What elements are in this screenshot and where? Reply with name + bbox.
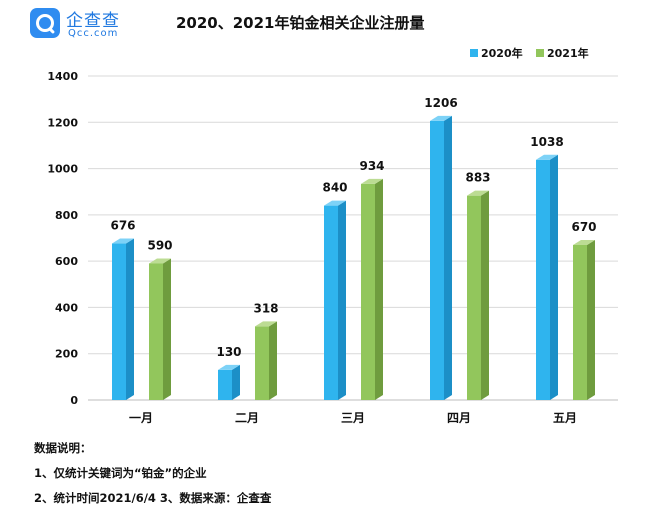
data-label: 1206 — [424, 96, 457, 110]
logo-text-en: Qcc.com — [68, 28, 119, 39]
data-label: 670 — [571, 220, 596, 234]
bar-front — [149, 263, 163, 400]
y-tick-label: 400 — [55, 301, 78, 314]
y-tick-label: 1200 — [47, 116, 78, 129]
qcc-logo: 企查查 Qcc.com — [30, 6, 148, 46]
bar — [149, 258, 171, 400]
data-label: 883 — [465, 171, 490, 185]
legend-item: 2021年 — [536, 46, 589, 60]
bar-side — [232, 364, 240, 400]
legend-swatch — [470, 49, 478, 57]
chart-title: 2020、2021年铂金相关企业注册量 — [176, 14, 425, 32]
bar-top — [149, 258, 171, 264]
legend: 2020年 2021年 — [470, 46, 589, 60]
data-label: 130 — [216, 345, 241, 359]
y-tick-label: 0 — [70, 394, 78, 407]
bar-front — [467, 195, 481, 400]
bars: 676 590 130 318 840 934 1206 883 1038 670 — [110, 96, 597, 400]
x-tick-label: 一月 — [129, 411, 153, 425]
y-tick-label: 800 — [55, 209, 78, 222]
data-label: 318 — [253, 301, 278, 315]
bar-side — [375, 178, 383, 400]
bar — [536, 154, 558, 400]
bar-side — [269, 321, 277, 400]
bar-top — [430, 115, 452, 121]
notes-heading: 数据说明： — [34, 441, 92, 455]
bar-top — [255, 321, 277, 327]
logo-text-cn: 企查查 — [66, 11, 120, 31]
data-label: 676 — [110, 219, 135, 233]
x-tick-label: 五月 — [553, 411, 577, 425]
bar-front — [218, 369, 232, 400]
legend-label: 2020年 — [481, 46, 523, 60]
bar — [573, 239, 595, 400]
bar-front — [430, 120, 444, 400]
bar-side — [550, 154, 558, 400]
bar-chart: 0 200 400 600 800 1000 1200 1400 一月 二月 三月 四月 五月 676… — [47, 46, 618, 425]
bar-front — [361, 183, 375, 400]
bar — [324, 200, 346, 400]
y-tick-label: 1000 — [47, 163, 78, 176]
bar-side — [481, 190, 489, 400]
bar-side — [587, 239, 595, 400]
data-label: 934 — [359, 159, 384, 173]
bar-side — [126, 238, 134, 400]
bar — [467, 190, 489, 400]
bar-top — [536, 154, 558, 160]
bar — [112, 238, 134, 400]
bar-front — [573, 244, 587, 400]
data-label: 590 — [147, 238, 172, 252]
y-axis: 0 200 400 600 800 1000 1200 1400 — [47, 70, 78, 407]
bar-top — [324, 200, 346, 206]
bar-top — [112, 238, 134, 244]
notes-line-2: 2、统计时间2021/6/4 3、数据来源：企查查 — [34, 491, 272, 505]
magnifier-logo-icon — [30, 8, 60, 38]
bar — [361, 178, 383, 400]
bar-front — [112, 243, 126, 400]
bar-top — [467, 190, 489, 196]
bar-front — [324, 205, 338, 400]
legend-swatch — [536, 49, 544, 57]
bar-front — [536, 159, 550, 400]
x-tick-label: 四月 — [447, 411, 471, 425]
notes-line-1: 1、仅统计关键词为“铂金”的企业 — [34, 466, 207, 480]
bar — [430, 115, 452, 400]
bar-top — [361, 178, 383, 184]
legend-label: 2021年 — [547, 46, 589, 60]
bar-front — [255, 326, 269, 400]
y-tick-label: 600 — [55, 255, 78, 268]
x-axis: 一月 二月 三月 四月 五月 — [88, 399, 618, 425]
data-label: 1038 — [530, 135, 563, 149]
bar-side — [338, 200, 346, 400]
bar-side — [444, 115, 452, 400]
y-tick-label: 200 — [55, 348, 78, 361]
data-label: 840 — [322, 181, 347, 195]
x-tick-label: 二月 — [235, 411, 259, 425]
bar — [218, 364, 240, 400]
data-notes: 数据说明： 1、仅统计关键词为“铂金”的企业 2、统计时间2021/6/4 3、… — [34, 436, 271, 511]
legend-item: 2020年 — [470, 46, 523, 60]
y-tick-label: 1400 — [47, 70, 78, 83]
bar — [255, 321, 277, 400]
bar-side — [163, 258, 171, 400]
bar-top — [218, 364, 240, 370]
x-tick-label: 三月 — [341, 411, 365, 425]
bar-top — [573, 239, 595, 245]
